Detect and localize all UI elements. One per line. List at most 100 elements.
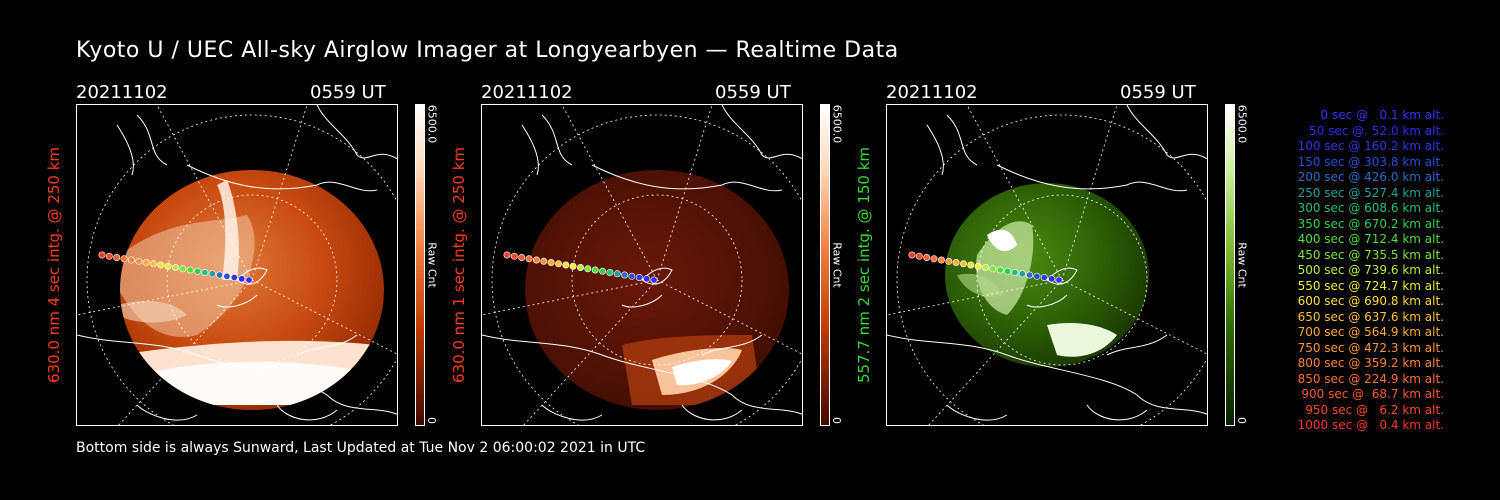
trajectory-dot	[635, 274, 643, 282]
trajectory-dot	[223, 272, 231, 280]
legend-item: 300 sec @ 608.6 km alt.	[1297, 201, 1444, 215]
legend-item: 900 sec @ 68.7 km alt.	[1301, 387, 1444, 401]
trajectory-dot	[577, 264, 585, 272]
trajectory-dot	[982, 264, 990, 272]
trajectory-dot	[945, 257, 953, 265]
allsky-map	[887, 105, 1207, 425]
trajectory-dot	[201, 269, 209, 277]
colorbar-max-label: 6500.0	[830, 104, 844, 144]
panel-3: 20211102 0559 UT 557.7 nm 2 sec intg. @ …	[855, 80, 1286, 430]
trajectory-dot	[606, 269, 614, 277]
trajectory-dot	[989, 265, 997, 273]
legend-item: 150 sec @ 303.8 km alt.	[1297, 154, 1444, 169]
trajectory-dot	[974, 262, 982, 270]
trajectory-dot	[172, 264, 180, 272]
trajectory-dot	[194, 267, 202, 275]
trajectory-dot	[245, 276, 253, 284]
colorbar-min: 0	[830, 417, 843, 424]
trajectory-dot	[164, 262, 172, 270]
trajectory-dot	[113, 254, 121, 262]
trajectory-dot	[216, 271, 224, 279]
trajectory-dot	[562, 261, 570, 269]
trajectory-dot	[238, 275, 246, 283]
colorbar-max-label: 6500.0	[1235, 104, 1249, 144]
allsky-image-630-1s	[481, 104, 803, 426]
panel-ylabel-text: 630.0 nm 4 sec intg. @ 250 km	[45, 146, 63, 384]
trajectory-dot	[613, 270, 621, 278]
panel-ylabel-text: 630.0 nm 1 sec intg. @ 250 km	[450, 146, 468, 384]
legend-item: 700 sec @ 564.9 km alt.	[1297, 325, 1444, 339]
allsky-map	[77, 105, 397, 425]
legend-item: 950 sec @ 6.2 km alt.	[1305, 402, 1444, 417]
update-footer: Bottom side is always Sunward, Last Upda…	[76, 440, 646, 456]
legend-item: 750 sec @ 472.3 km alt.	[1297, 340, 1444, 355]
trajectory-dot	[525, 255, 533, 263]
trajectory-dot	[952, 259, 960, 267]
trajectory-dot	[208, 270, 216, 278]
trajectory-dot	[1040, 274, 1048, 282]
trajectory-dot	[1048, 275, 1056, 283]
trajectory-dots	[98, 251, 253, 284]
colorbar-label-text: Raw Cnt	[830, 242, 844, 288]
panel-time: 0559 UT	[715, 82, 791, 103]
legend-item: 450 sec @ 735.5 km alt.	[1297, 247, 1444, 262]
trajectory-dot	[540, 257, 548, 265]
colorbar-label-text: Raw Cnt	[425, 242, 439, 288]
trajectory-dot	[105, 252, 113, 260]
trajectory-dot	[518, 254, 526, 262]
trajectory-dot	[555, 260, 563, 268]
legend-item: 50 sec @ 52.0 km alt.	[1309, 123, 1444, 138]
trajectory-dot	[1018, 270, 1026, 278]
trajectory-dot	[591, 266, 599, 274]
legend-item: 800 sec @ 359.2 km alt.	[1297, 356, 1444, 370]
trajectory-dot	[937, 256, 945, 264]
trajectory-dot	[1026, 271, 1034, 279]
colorbar-label-text: Raw Cnt	[1235, 242, 1249, 288]
trajectory-legend: 0 sec @ 0.1 km alt. 50 sec @ 52.0 km alt…	[1262, 108, 1444, 434]
trajectory-dots	[908, 251, 1063, 284]
legend-item: 250 sec @ 527.4 km alt.	[1297, 185, 1444, 200]
legend-item: 350 sec @ 670.2 km alt.	[1297, 216, 1444, 231]
trajectory-dot	[98, 251, 106, 259]
allsky-image-557-2s	[886, 104, 1208, 426]
legend-item: 200 sec @ 426.0 km alt.	[1297, 170, 1444, 184]
trajectory-dot	[503, 251, 511, 259]
panel-time: 0559 UT	[310, 82, 386, 103]
panel-date: 20211102	[886, 82, 978, 103]
trajectory-dot	[179, 265, 187, 273]
trajectory-dot	[1033, 272, 1041, 280]
trajectory-dot	[1011, 269, 1019, 277]
trajectory-dot	[157, 261, 165, 269]
panel-date: 20211102	[481, 82, 573, 103]
colorbar-min: 0	[425, 417, 438, 424]
trajectory-dot	[930, 255, 938, 263]
trajectory-dot	[547, 259, 555, 267]
trajectory-dot	[150, 260, 158, 268]
legend-item: 850 sec @ 224.9 km alt.	[1297, 371, 1444, 386]
trajectory-dot	[135, 257, 143, 265]
trajectory-dot	[584, 265, 592, 273]
trajectory-dots	[503, 251, 658, 284]
trajectory-dot	[127, 256, 135, 264]
legend-item: 600 sec @ 690.8 km alt.	[1297, 294, 1444, 308]
trajectory-dot	[510, 252, 518, 260]
trajectory-dot	[142, 259, 150, 267]
colorbar-min: 0	[1235, 417, 1248, 424]
legend-item: 400 sec @ 712.4 km alt.	[1297, 232, 1444, 246]
trajectory-dot	[915, 252, 923, 260]
trajectory-dot	[230, 274, 238, 282]
trajectory-dot	[569, 262, 577, 270]
colorbar	[820, 104, 830, 426]
legend-item: 0 sec @ 0.1 km alt.	[1320, 108, 1445, 122]
panel-1: 20211102 0559 UT 630.0 nm 4 sec intg. @ …	[45, 80, 476, 430]
trajectory-dot	[621, 271, 629, 279]
trajectory-dot	[1055, 276, 1063, 284]
panel-date: 20211102	[76, 82, 168, 103]
trajectory-dot	[628, 272, 636, 280]
colorbar-max-label: 6500.0	[425, 104, 439, 144]
trajectory-dot	[996, 266, 1004, 274]
trajectory-dot	[908, 251, 916, 259]
allsky-image-630-4s	[76, 104, 398, 426]
allsky-map	[482, 105, 802, 425]
colorbar	[415, 104, 425, 426]
